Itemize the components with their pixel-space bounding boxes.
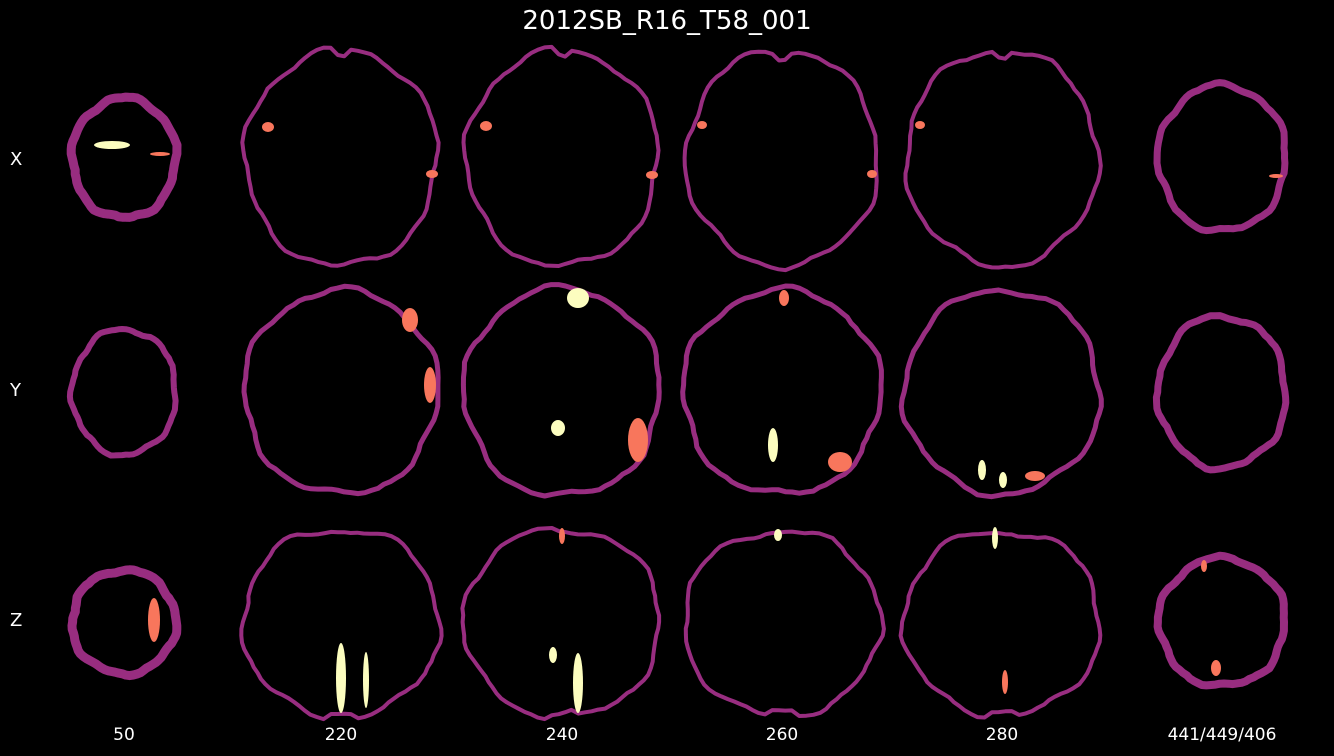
region-mark-24 — [559, 528, 565, 544]
region-mark-3 — [426, 170, 438, 178]
region-mark-1 — [150, 152, 170, 156]
slice-outline-r1-c5 — [1152, 312, 1290, 474]
slice-outline-r2-c0 — [67, 565, 182, 681]
region-mark-0 — [94, 141, 130, 149]
column-label-4: 280 — [985, 725, 1019, 745]
region-mark-19 — [1025, 471, 1045, 481]
column-label-2: 240 — [545, 725, 579, 745]
region-mark-25 — [573, 653, 583, 713]
region-mark-12 — [567, 288, 589, 308]
slice-outline-r0-c0 — [66, 92, 182, 222]
slice-outline-r2-c1 — [239, 529, 444, 722]
row-label-x: X — [10, 149, 23, 170]
region-mark-11 — [424, 367, 436, 403]
region-mark-16 — [768, 428, 778, 462]
slice-outline-r2-c3 — [683, 529, 886, 718]
region-mark-26 — [549, 647, 557, 663]
region-mark-6 — [697, 121, 707, 129]
region-mark-18 — [978, 460, 986, 480]
region-mark-14 — [628, 418, 648, 462]
region-mark-27 — [774, 529, 782, 541]
region-mark-29 — [1002, 670, 1008, 694]
region-mark-8 — [915, 121, 925, 129]
slice-outline-r1-c1 — [241, 283, 441, 497]
slice-outline-r0-c4 — [903, 49, 1103, 270]
slice-outline-r1-c3 — [680, 283, 884, 496]
region-mark-10 — [402, 308, 418, 332]
column-label-1: 220 — [324, 725, 358, 745]
region-mark-13 — [551, 420, 565, 436]
slice-outline-r1-c4 — [898, 287, 1104, 500]
region-mark-20 — [999, 472, 1007, 488]
region-mark-28 — [992, 527, 998, 549]
row-label-y: Y — [10, 380, 21, 401]
region-mark-17 — [828, 452, 852, 472]
slice-outline-r0-c2 — [461, 44, 661, 268]
row-label-z: Z — [10, 610, 23, 631]
figure-title: 2012SB_R16_T58_001 — [522, 6, 812, 36]
slice-outline-r0-c1 — [240, 45, 441, 268]
region-mark-22 — [336, 643, 346, 713]
slice-outline-r2-c4 — [898, 531, 1103, 720]
column-label-0: 50 — [113, 725, 135, 745]
slice-outline-r0-c5 — [1153, 79, 1289, 235]
region-mark-5 — [646, 171, 658, 179]
column-label-5: 441/449/406 — [1167, 725, 1277, 745]
slice-outline-r1-c0 — [66, 326, 179, 459]
slice-outline-r2-c2 — [460, 526, 662, 722]
slice-outline-r0-c3 — [682, 49, 879, 273]
region-mark-7 — [867, 170, 877, 178]
region-mark-15 — [779, 290, 789, 306]
column-label-3: 260 — [765, 725, 799, 745]
region-mark-23 — [363, 652, 369, 708]
region-mark-2 — [262, 122, 274, 132]
slice-outline-r2-c5 — [1153, 551, 1288, 690]
region-mark-9 — [1269, 174, 1283, 178]
slice-outline-r1-c2 — [460, 282, 662, 499]
region-mark-21 — [148, 598, 160, 642]
region-mark-31 — [1201, 560, 1207, 572]
region-mark-30 — [1211, 660, 1221, 676]
region-mark-4 — [480, 121, 492, 131]
